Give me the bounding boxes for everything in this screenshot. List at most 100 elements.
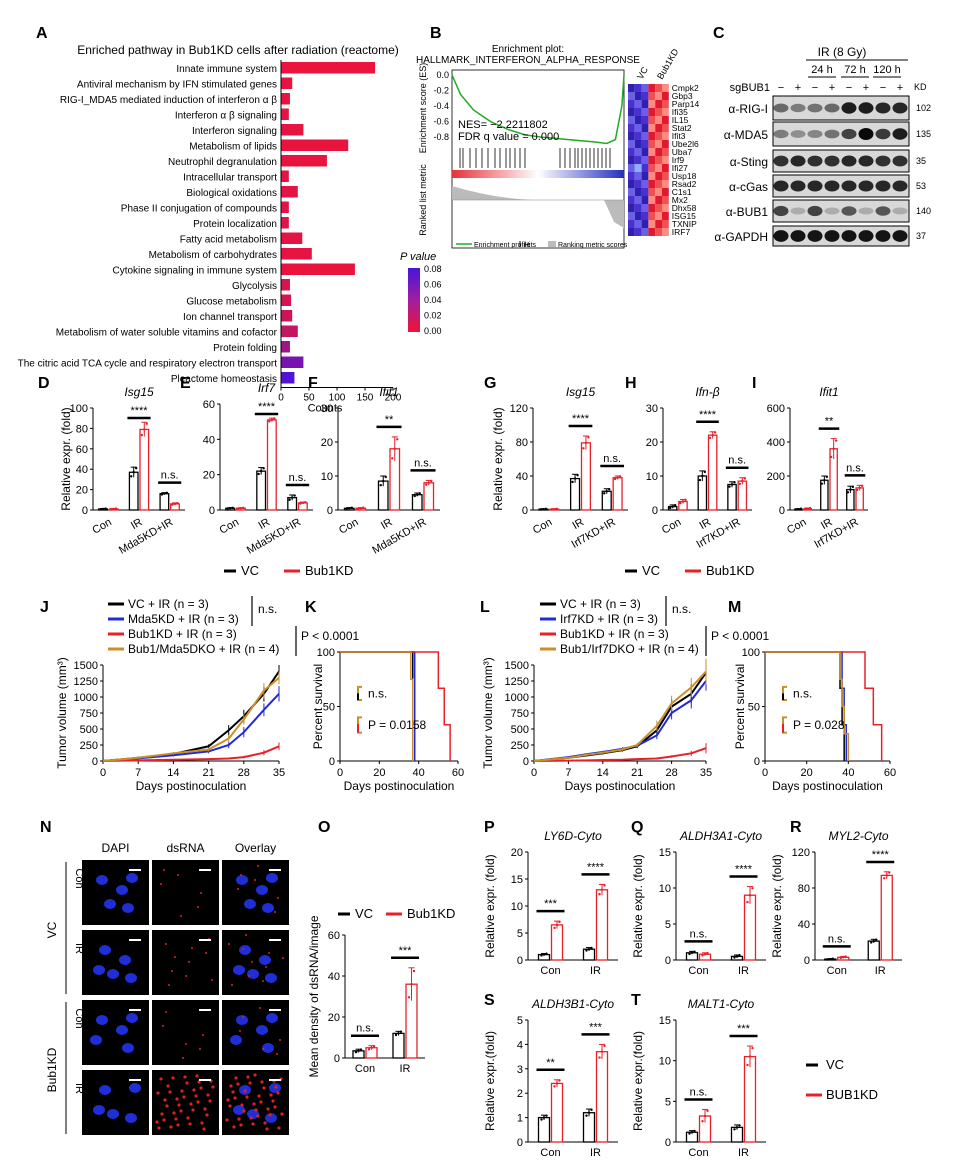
heatmap-cell — [648, 180, 656, 188]
data-point — [555, 1082, 559, 1085]
dsrna-signal — [162, 1025, 164, 1027]
blot-band — [841, 180, 857, 192]
blot-antibody-label: α-Sting — [730, 155, 768, 169]
data-point — [379, 483, 382, 487]
heatmap-cell — [648, 196, 656, 204]
bar — [392, 1032, 405, 1059]
heatmap-cell — [628, 108, 635, 116]
y-tick-label: 20 — [328, 1012, 340, 1024]
data-point — [860, 484, 864, 488]
dsrna-signal — [279, 1039, 281, 1041]
panel-letter-g: G — [484, 375, 496, 392]
chart-title: ALDH3A1-Cyto — [679, 829, 762, 843]
blot-band — [824, 180, 840, 192]
heatmap-cell — [628, 124, 635, 132]
chart-title: Ifit1 — [379, 385, 398, 399]
category-label: Innate immune system — [176, 64, 277, 75]
gene-label: ISG15 — [672, 211, 696, 221]
data-point — [832, 447, 835, 450]
data-point — [681, 500, 685, 503]
data-point — [410, 983, 413, 986]
y-tick-label: 250 — [511, 740, 529, 752]
x-tick-label: 35 — [700, 767, 712, 779]
data-point — [668, 506, 672, 510]
dsrna-signal — [263, 1121, 267, 1125]
category-label: Con — [688, 1147, 708, 1159]
data-point — [257, 472, 260, 476]
blot-band — [807, 205, 823, 217]
y-tick-label: 60 — [203, 399, 215, 411]
blot-band — [824, 129, 840, 139]
y-tick-label: 100 — [70, 403, 88, 415]
stat-label: P = 0.028 — [793, 718, 845, 732]
heatmap-cell — [655, 116, 662, 124]
heatmap-cell — [628, 92, 635, 100]
category-label: Glycolysis — [232, 281, 277, 292]
y-tick-label: 500 — [80, 724, 98, 736]
data-point — [872, 939, 875, 943]
blot-band — [773, 103, 789, 113]
y-tick-label: 40 — [76, 464, 88, 476]
y-tick-label: -0.2 — [433, 86, 449, 96]
nucleus — [126, 1013, 138, 1023]
nucleus — [122, 903, 134, 913]
data-point — [605, 490, 608, 493]
data-point — [585, 949, 588, 952]
column-label: DAPI — [101, 841, 129, 855]
row-label: IR — [73, 943, 85, 954]
heatmap-cell — [634, 212, 642, 220]
y-tick-label: 3 — [517, 1064, 523, 1076]
y-tick-label: 10 — [659, 883, 671, 895]
legend-label: Ranking metric scores — [558, 242, 628, 249]
dsrna-signal — [176, 1123, 180, 1127]
nucleus — [99, 945, 111, 955]
panel-letter-n: N — [40, 819, 52, 836]
bar — [128, 471, 139, 511]
data-point — [844, 955, 847, 958]
data-point — [673, 504, 677, 507]
dsrna-signal — [273, 1105, 277, 1109]
data-point — [553, 1085, 556, 1088]
category-label: Interferon α β signaling — [175, 110, 277, 121]
panel-d-bar-chart: 0 20 40 60 80 100 Isg15 Relative expr. (fold) Co… — [59, 385, 185, 557]
y-tick-label: 400 — [767, 437, 785, 449]
y-tick-label: 0 — [754, 756, 760, 768]
nucleus — [119, 955, 131, 965]
blot-antibody-label: α-MDA5 — [724, 128, 769, 142]
y-tick-label: 200 — [767, 471, 785, 483]
data-point — [688, 952, 691, 956]
nucleus — [262, 903, 274, 913]
significance-label: *** — [737, 1023, 751, 1035]
ranking-metric-area — [452, 186, 624, 228]
data-point — [613, 477, 617, 481]
y-tick-label: 5 — [517, 928, 523, 940]
y-tick-label: 0 — [804, 955, 810, 967]
category-label: IR — [697, 516, 713, 532]
category-label: Con — [688, 965, 708, 977]
heatmap-cell — [662, 228, 669, 236]
dsrna-signal — [195, 1074, 199, 1078]
y-tick-label: 15 — [511, 874, 523, 886]
heatmap-cell — [641, 212, 649, 220]
nucleus — [104, 899, 116, 909]
bar — [595, 889, 609, 961]
bar — [281, 93, 290, 105]
bar — [281, 341, 290, 353]
blot-band — [875, 180, 891, 192]
nucleus — [266, 1013, 278, 1023]
category-label: Metabolism of water soluble vitamins and… — [56, 327, 278, 338]
data-point — [849, 488, 852, 491]
y-tick-label: 20 — [203, 470, 215, 482]
heatmap-cell — [662, 92, 669, 100]
dsrna-signal — [274, 911, 276, 913]
data-point — [362, 506, 365, 509]
y-tick-label: 0 — [334, 1053, 340, 1065]
dsrna-signal — [262, 1086, 266, 1090]
heatmap-cell — [628, 100, 635, 108]
data-point — [382, 479, 385, 483]
y-axis-label: Tumor volume (mm³) — [55, 657, 69, 769]
data-point — [851, 485, 855, 489]
